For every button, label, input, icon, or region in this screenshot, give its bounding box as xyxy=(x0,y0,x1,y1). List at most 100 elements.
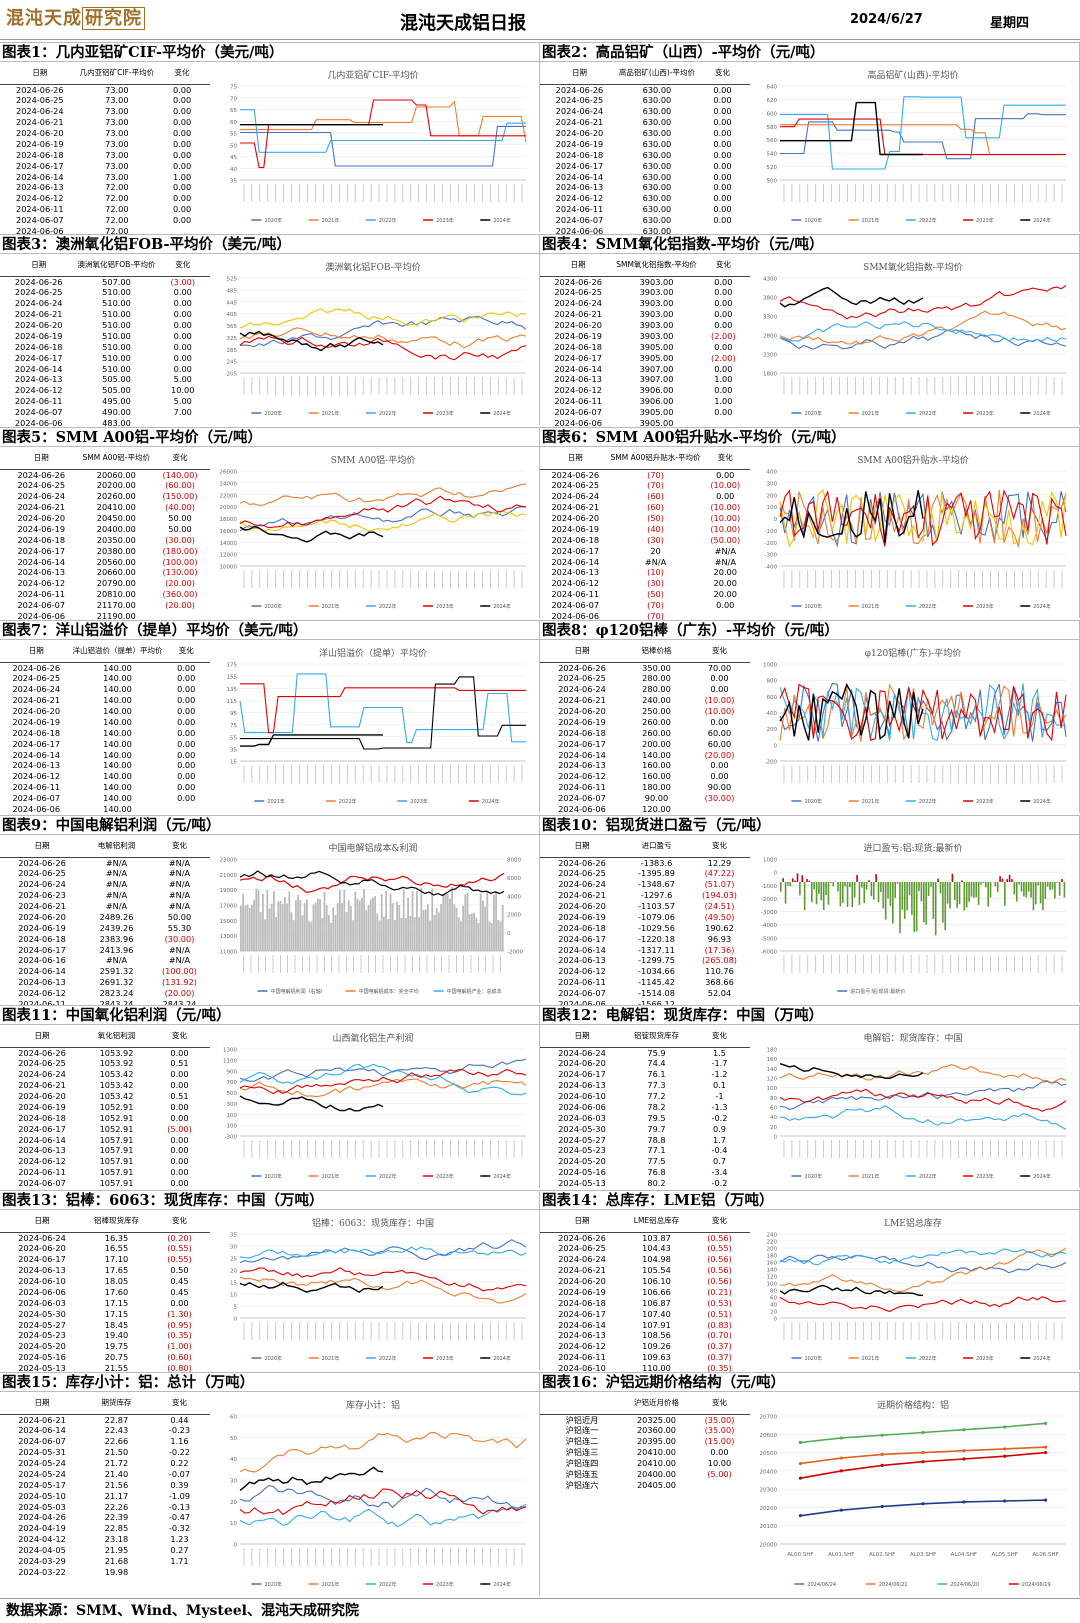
table-cell: (51.07) xyxy=(704,879,735,890)
table-row: 沪铝连一 20360.00 (35.00) xyxy=(540,1425,750,1436)
y-tick-label: 325 xyxy=(227,336,238,342)
table-cell: 3906.00 xyxy=(639,385,674,396)
table-row: 2024-05-20 19.75 (1.00) xyxy=(0,1341,210,1352)
table-cell: 2024-06-25 xyxy=(18,1058,66,1069)
chart-svg: 高品铝矿(山西)-平均价6406206005805605405205002020… xyxy=(767,69,1066,224)
bar xyxy=(288,891,291,951)
table-row: 2024-06-25 630.00 0.00 xyxy=(540,95,750,106)
table-cell: 0.00 xyxy=(170,1297,189,1308)
bar xyxy=(347,900,350,951)
table-cell: (0.55) xyxy=(167,1243,192,1254)
series-line xyxy=(239,673,526,744)
bar xyxy=(887,882,889,899)
table-cell: (0.95) xyxy=(167,1319,192,1330)
bar xyxy=(275,917,277,951)
table-cell: 107.91 xyxy=(642,1319,671,1330)
table-row: 2024-06-06-1566.12 xyxy=(540,999,750,1010)
table-cell: 0.00 xyxy=(170,1134,189,1145)
table-cell: 79.5 xyxy=(647,1112,666,1123)
data-table: 日期 电解铝利润 变化 2024-06-26 #N/A #N/A 2024-06-25 #N/… xyxy=(0,835,210,1009)
table-cell: 22.66 xyxy=(104,1436,129,1447)
bar xyxy=(1006,879,1009,882)
table-cell: 0.39 xyxy=(170,1479,189,1490)
table-row: 2024-06-07 3905.00 0.00 xyxy=(540,407,750,418)
table-cell: 140.00 xyxy=(103,749,132,760)
bar xyxy=(341,903,343,951)
bar xyxy=(468,914,471,951)
table-row: 2024-05-03 22.26 -0.13 xyxy=(0,1501,210,1512)
table-cell: 2024-06-20 xyxy=(551,513,600,523)
legend-label: 2024年 xyxy=(482,798,500,805)
table-cell: 0.00 xyxy=(713,138,732,149)
y-tick-label: 120 xyxy=(767,1077,778,1083)
legend-label: 2024年 xyxy=(1033,603,1051,610)
series-point xyxy=(839,1436,843,1440)
legend-label: 2022年 xyxy=(379,1173,397,1180)
chart-panel-11: 图表11：中国氧化铝利润（元/吨） 日期 氧化铝利润 变化 2024-06-26 1053… xyxy=(0,1005,540,1199)
chart-title: 库存小计：铝 xyxy=(346,1399,400,1411)
y-tick-label: 120 xyxy=(767,1275,778,1281)
bar xyxy=(365,910,368,951)
table-header-cell: 几内亚铝矿CIF-平均价 xyxy=(79,68,155,78)
chart-svg: φ120铝棒(广东)-平均价10008006004002000-2002020年… xyxy=(763,647,1067,805)
data-table: 日期 LME铝总库存 变化 2024-06-26 103.87 (0.56) 2024-06… xyxy=(540,1210,750,1384)
series-line xyxy=(239,872,505,893)
table-row: 2024-06-24 (60) 0.00 xyxy=(540,491,750,502)
table-cell: (35.00) xyxy=(704,1425,735,1436)
table-cell: 0.00 xyxy=(173,320,192,330)
table-cell: -0.13 xyxy=(168,1501,191,1512)
bar xyxy=(427,904,429,951)
table-cell: 72.00 xyxy=(105,226,129,237)
table-cell: -1299.75 xyxy=(638,955,675,966)
table-cell: 2024-06-14 xyxy=(18,1425,66,1436)
chart-panel-15: 图表15：库存小计：铝：总计（万吨） 日期 期货库存 变化 2024-06-21 22.8… xyxy=(0,1372,540,1596)
table-cell: 2024-05-20 xyxy=(558,1156,606,1167)
table-cell: 0.00 xyxy=(710,684,729,695)
table-cell: 2024-05-27 xyxy=(558,1134,606,1145)
table-cell: -1.7 xyxy=(711,1058,728,1069)
bar xyxy=(806,879,808,882)
table-cell: 2024-06-20 xyxy=(18,1091,66,1101)
table-cell: 0.00 xyxy=(173,352,192,363)
table-cell: 20810.00 xyxy=(96,589,136,600)
table-cell: 5.00 xyxy=(173,396,192,407)
legend-label: 2021年 xyxy=(322,1355,340,1362)
table-row: 2024-06-13 505.00 5.00 xyxy=(0,374,210,385)
table-cell: 21190.00 xyxy=(96,611,136,622)
legend-label: 2023年 xyxy=(436,1581,454,1588)
table-row: 沪铝近月 20325.00 (35.00) xyxy=(540,1414,750,1425)
table-row: 2024-06-17 76.1 -1.2 xyxy=(540,1069,750,1080)
bar xyxy=(908,882,911,896)
bar xyxy=(1037,882,1039,886)
table-cell: 2024-06-14 xyxy=(551,556,600,567)
y-tick-label: 60 xyxy=(770,1296,777,1302)
bar xyxy=(446,893,449,951)
table-cell: 20350.00 xyxy=(96,534,136,545)
table-row: 2024-06-14 20560.00 (100.00) xyxy=(0,556,210,567)
table-cell: 200.00 xyxy=(642,738,671,749)
bar xyxy=(281,904,284,951)
bar xyxy=(471,913,473,951)
table-cell: 52.04 xyxy=(707,988,732,999)
table-cell: 2024-06-25 xyxy=(558,868,606,879)
table-row: 2024-06-18 2383.96 (30.00) xyxy=(0,933,210,944)
table-cell: -1297.6 xyxy=(640,890,673,901)
series-line xyxy=(240,99,526,169)
y-tick-label: -200 xyxy=(765,760,778,766)
table-cell: (3.00) xyxy=(170,276,196,287)
chart-title: 进口盈亏:铝:现货:最新价 xyxy=(863,842,962,854)
bar xyxy=(453,904,456,951)
table-cell: 2024-05-24 xyxy=(18,1458,66,1468)
table-cell: 240.00 xyxy=(642,695,671,706)
bar xyxy=(968,882,970,902)
table-row: 2024-06-26 507.00 (3.00) xyxy=(0,276,210,287)
table-header-cell: 洋山铝溢价（提单）平均价 xyxy=(72,646,163,656)
y-tick-label: -2000 xyxy=(761,897,777,903)
y-tick-label: 50 xyxy=(230,143,237,149)
table-header-cell: 变化 xyxy=(717,453,733,463)
bar xyxy=(290,912,293,951)
table-cell: 73.00 xyxy=(105,106,129,117)
table-cell: -0.23 xyxy=(168,1425,191,1436)
table-cell: 0.00 xyxy=(177,695,196,706)
table-row: 2024-03-22 19.98 xyxy=(0,1566,210,1577)
